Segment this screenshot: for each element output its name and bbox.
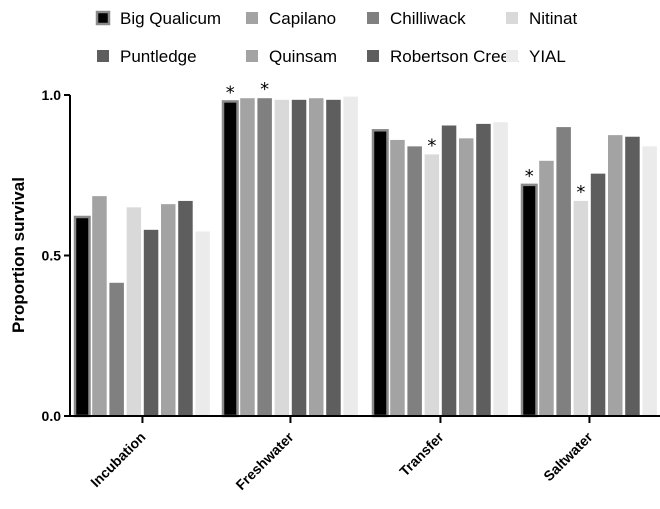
bar-transfer-capilano bbox=[390, 139, 405, 416]
legend-item-yial: YIAL bbox=[506, 47, 566, 66]
legend-swatch bbox=[367, 12, 379, 24]
bar-incubation-big-qualicum bbox=[73, 215, 91, 418]
bar-incubation-capilano bbox=[92, 196, 107, 416]
bar-freshwater-capilano bbox=[240, 98, 255, 417]
bar-incubation-yial bbox=[195, 231, 210, 416]
bar-saltwater-big-qualicum bbox=[520, 183, 538, 418]
significance-marker: * bbox=[576, 182, 585, 203]
bar-freshwater-quinsam bbox=[309, 98, 324, 417]
legend-swatch bbox=[246, 12, 258, 24]
bar-transfer-yial bbox=[493, 122, 508, 416]
legend-label: YIAL bbox=[529, 47, 566, 66]
bar-incubation-puntledge bbox=[143, 229, 159, 416]
significance-marker: * bbox=[260, 79, 269, 100]
significance-marker: * bbox=[226, 82, 235, 103]
bar-transfer-quinsam bbox=[459, 138, 474, 416]
legend: Big Qualicum Capilano Chilliwack Nitinat Pun… bbox=[95, 9, 577, 66]
legend-item-quinsam: Quinsam bbox=[246, 47, 337, 66]
legend-label: Puntledge bbox=[120, 47, 197, 66]
significance-marker: * bbox=[525, 166, 534, 187]
legend-item-puntledge: Puntledge bbox=[97, 47, 197, 66]
bar-freshwater-big-qualicum bbox=[221, 100, 239, 418]
y-tick-label: 1.0 bbox=[42, 87, 62, 103]
bar-saltwater-capilano bbox=[539, 160, 554, 416]
bar-incubation-chilliwack bbox=[109, 282, 124, 416]
bar-incubation-nitinat bbox=[126, 207, 142, 416]
bar-transfer-puntledge bbox=[441, 125, 457, 417]
legend-label: Quinsam bbox=[269, 47, 337, 66]
bar-incubation-quinsam bbox=[161, 204, 176, 416]
bar-transfer-chilliwack bbox=[407, 146, 422, 417]
bar-saltwater-nitinat bbox=[573, 200, 589, 416]
legend-swatch bbox=[95, 10, 111, 26]
bar-saltwater-puntledge bbox=[590, 173, 606, 416]
x-tick-label-freshwater: Freshwater bbox=[232, 428, 297, 493]
legend-label: Chilliwack bbox=[390, 9, 466, 28]
y-tick-label: 0.0 bbox=[42, 408, 62, 424]
bar-incubation-robertson-creek bbox=[178, 200, 193, 416]
legend-swatch bbox=[506, 50, 518, 62]
bar-saltwater-robertson-creek bbox=[625, 136, 640, 417]
y-axis-title: Proportion survival bbox=[9, 177, 28, 333]
x-tick-label-saltwater: Saltwater bbox=[540, 428, 596, 484]
bar-freshwater-robertson-creek bbox=[326, 99, 341, 416]
bar-freshwater-yial bbox=[343, 96, 358, 416]
legend-item-nitinat: Nitinat bbox=[506, 9, 577, 28]
bar-saltwater-quinsam bbox=[608, 135, 623, 416]
significance-markers: * * * * * bbox=[226, 79, 586, 203]
legend-item-robertson-creek: Robertson Creek bbox=[367, 47, 519, 66]
legend-label: Capilano bbox=[269, 9, 336, 28]
x-tick-label-incubation: Incubation bbox=[87, 429, 148, 490]
legend-item-big-qualicum: Big Qualicum bbox=[95, 9, 221, 28]
legend-swatch bbox=[97, 50, 109, 62]
bar-freshwater-nitinat bbox=[274, 99, 290, 416]
bar-saltwater-chilliwack bbox=[556, 127, 571, 416]
bars bbox=[73, 96, 657, 418]
bar-transfer-big-qualicum bbox=[371, 129, 389, 418]
legend-swatch bbox=[506, 12, 518, 24]
legend-label: Big Qualicum bbox=[120, 9, 221, 28]
legend-item-chilliwack: Chilliwack bbox=[367, 9, 466, 28]
legend-swatch bbox=[367, 50, 379, 62]
legend-item-capilano: Capilano bbox=[246, 9, 336, 28]
legend-label: Robertson Creek bbox=[390, 47, 519, 66]
bar-freshwater-chilliwack bbox=[257, 98, 272, 417]
bar-transfer-nitinat bbox=[424, 154, 440, 416]
legend-swatch bbox=[246, 50, 258, 62]
bar-freshwater-puntledge bbox=[291, 99, 307, 416]
bar-saltwater-yial bbox=[642, 146, 657, 417]
x-tick-label-transfer: Transfer bbox=[396, 428, 447, 479]
significance-marker: * bbox=[427, 135, 436, 156]
legend-label: Nitinat bbox=[529, 9, 577, 28]
bar-transfer-robertson-creek bbox=[476, 123, 491, 416]
y-tick-label: 0.5 bbox=[42, 248, 62, 264]
